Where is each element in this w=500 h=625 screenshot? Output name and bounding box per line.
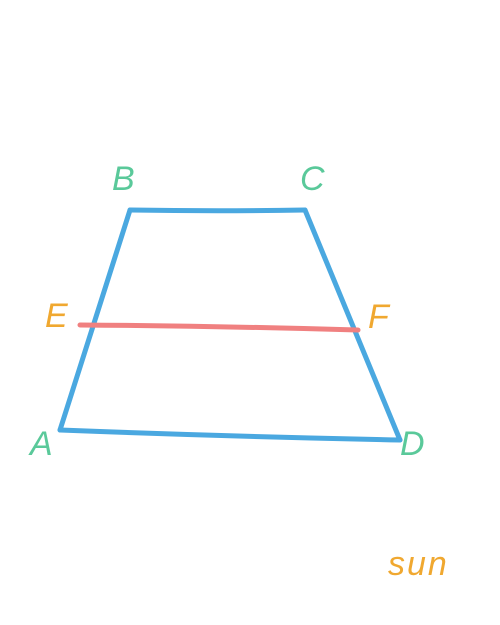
vertex-label-a: A <box>30 425 53 464</box>
vertex-label-d: D <box>400 425 425 464</box>
signature-text: sun <box>388 545 449 584</box>
vertex-label-e: E <box>45 297 68 336</box>
vertex-label-c: C <box>300 160 325 199</box>
vertex-label-b: B <box>112 160 135 199</box>
geometry-diagram <box>0 0 500 625</box>
vertex-label-f: F <box>368 298 389 337</box>
